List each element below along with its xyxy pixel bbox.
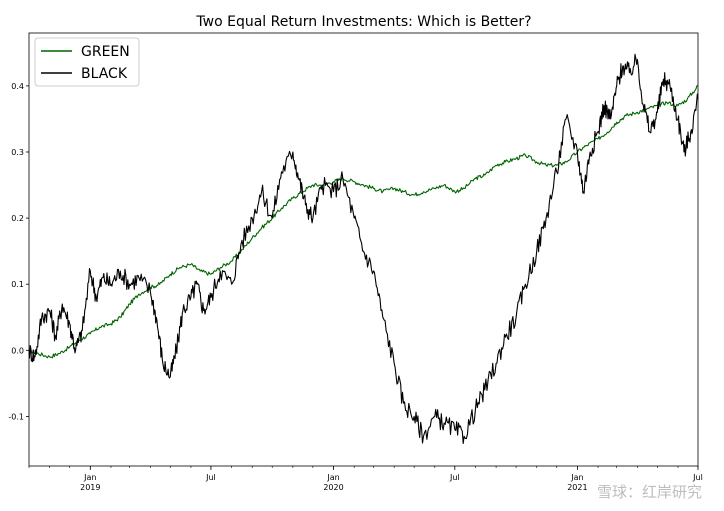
x-tick-label: Jan	[570, 473, 583, 482]
y-tick-label: 0.3	[11, 148, 24, 157]
y-tick-label: 0.4	[11, 82, 24, 91]
legend: GREEN BLACK	[34, 37, 140, 87]
y-tick-label: 0.0	[11, 346, 24, 355]
x-tick-label: Jan	[326, 473, 339, 482]
y-axis: -0.1 0.0 0.1 0.2 0.3 0.4	[8, 82, 29, 421]
legend-box	[34, 37, 140, 87]
x-tick-label: Jul	[205, 473, 216, 482]
x-tick-label: Jan	[83, 473, 96, 482]
y-tick-label: 0.2	[11, 214, 24, 223]
x-tick-year-label: 2020	[323, 483, 343, 492]
x-tick-label: Jul	[692, 473, 703, 482]
x-tick-label: Jul	[449, 473, 460, 482]
y-tick-label: -0.1	[8, 412, 24, 421]
legend-label-black: BLACK	[81, 66, 128, 82]
y-tick-label: 0.1	[11, 280, 24, 289]
series-layer	[28, 53, 699, 445]
legend-label-green: GREEN	[81, 44, 130, 60]
x-tick-year-label: 2019	[80, 483, 100, 492]
chart-title: Two Equal Return Investments: Which is B…	[195, 14, 531, 30]
series-line-black	[28, 53, 699, 445]
series-line-green	[28, 85, 699, 359]
watermark-text: 雪球：红岸研究	[597, 483, 702, 501]
plot-frame	[28, 32, 699, 467]
x-tick-year-label: 2021	[567, 483, 587, 492]
